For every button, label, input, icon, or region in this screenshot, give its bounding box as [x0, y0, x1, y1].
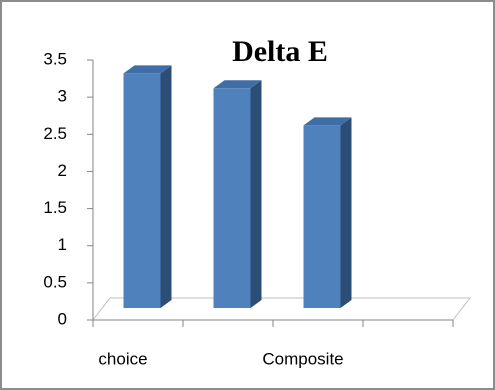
bar-side [250, 80, 262, 309]
y-tick-label: 1.5 [43, 198, 67, 217]
bar-top [123, 65, 172, 74]
x-tick-label: Composite [262, 349, 343, 368]
bar-side [160, 65, 172, 308]
y-tick-label: 2.5 [43, 124, 67, 143]
bar [213, 88, 251, 309]
y-tick-label: 3.5 [43, 49, 67, 68]
bar-top [303, 117, 352, 126]
y-tick-label: 3 [58, 87, 67, 106]
chart-title: Delta E [232, 35, 328, 68]
y-tick-label: 0.5 [43, 272, 67, 291]
y-tick-label: 1 [58, 235, 67, 254]
bar [123, 73, 161, 308]
bar-side [340, 117, 352, 308]
bar-top [213, 80, 262, 89]
y-tick-label: 0 [58, 309, 67, 328]
y-tick-label: 2 [58, 161, 67, 180]
bar [303, 125, 341, 308]
x-tick-label: choice [98, 349, 147, 368]
